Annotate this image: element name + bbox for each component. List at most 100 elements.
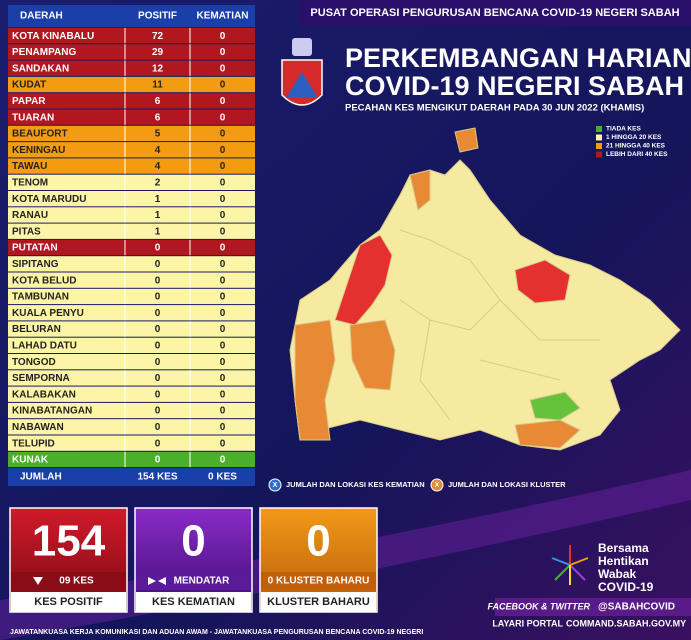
table-cell: SANDAKAN (12, 63, 69, 74)
stat-change-bg (136, 572, 251, 590)
table-cell: BEAUFORT (12, 129, 68, 140)
table-cell: 11 (152, 80, 163, 91)
table-cell: 1 (155, 194, 161, 205)
table-cell: 6 (155, 96, 161, 107)
table-cell: 0 (155, 340, 161, 351)
row-bg (8, 451, 255, 468)
row-bg (8, 256, 255, 272)
row-bg (8, 158, 255, 174)
table-cell: 0 (220, 177, 226, 188)
table-header-bg (8, 5, 255, 27)
table-cell: TUARAN (12, 112, 54, 123)
table-cell: 0 (220, 324, 226, 335)
row-bg (8, 93, 255, 109)
row-bg (8, 174, 255, 190)
table-cell: 0 (220, 112, 226, 123)
row-bg (8, 272, 255, 288)
row-bg (8, 402, 255, 419)
row-bg (8, 207, 255, 223)
table-cell: PITAS (12, 226, 41, 237)
trend-down-icon (33, 577, 43, 585)
stat-change-bg (261, 572, 376, 590)
campaign-logo (551, 545, 589, 585)
legend-label: LEBIH DARI 40 KES (606, 151, 668, 158)
legend-swatch (596, 134, 602, 141)
table-cell: 0 (155, 275, 161, 286)
table-cell: 5 (155, 129, 161, 140)
stat-value: 0 (181, 517, 205, 566)
stat-change-bg (11, 572, 126, 590)
table-header: DAERAH (20, 11, 63, 22)
table-cell: 0 (220, 63, 226, 74)
table-cell: KOTA KINABALU (12, 31, 94, 42)
table-cell: KINABATANGAN (12, 406, 92, 417)
table-cell: PENAMPANG (12, 47, 76, 58)
portal: LAYARI PORTAL (492, 618, 563, 628)
table-cell: KOTA BELUD (12, 275, 76, 286)
table-cell: 1 (155, 226, 161, 237)
social: FACEBOOK & TWITTER (488, 601, 591, 611)
table-cell: 0 (220, 161, 226, 172)
title-line: PERKEMBANGAN HARIAN (345, 43, 691, 73)
district-table: DAERAH POSITIF KEMATIAN KOTA KINABALU 72 0 PEN… (8, 5, 255, 487)
portal-url: COMMAND.SABAH.GOV.MY (566, 618, 686, 628)
table-cell: 0 (220, 80, 226, 91)
table-cell: 0 (155, 308, 161, 319)
row-bg (8, 142, 255, 158)
row-bg (8, 239, 255, 256)
table-cell: PUTATAN (12, 243, 58, 254)
emblem (281, 38, 323, 106)
row-bg (8, 28, 255, 44)
table-cell: RANAU (12, 210, 48, 221)
table-cell: 0 (220, 31, 226, 42)
table-cell: TAWAU (12, 161, 47, 172)
subtitle: PECAHAN KES MENGIKUT DAERAH PADA 30 JUN … (345, 103, 644, 114)
table-cell: 0 (220, 210, 226, 221)
table-cell: PAPAR (12, 96, 46, 107)
note-icon (430, 478, 444, 492)
stat-change: MENDATAR (174, 576, 231, 587)
table-cell: 0 (220, 292, 226, 303)
table-cell: 0 (220, 275, 226, 286)
campaign-line: Bersama (598, 541, 649, 555)
table-cell: KUNAK (12, 455, 49, 466)
stat-value: 0 (306, 517, 330, 566)
table-cell: 0 (155, 438, 161, 449)
table-cell: 2 (155, 177, 161, 188)
table-cell: 0 (220, 259, 226, 270)
table-cell: 6 (155, 112, 161, 123)
table-cell: 0 (155, 373, 161, 384)
campaign-line: COVID-19 (598, 580, 654, 594)
table-cell: TONGOD (12, 357, 56, 368)
row-bg (8, 44, 255, 60)
table-cell: 0 (220, 389, 226, 400)
legend-label: 21 HINGGA 40 KES (606, 143, 666, 150)
row-bg (8, 60, 255, 76)
stat-label-bg (11, 592, 126, 612)
title-line: COVID-19 NEGERI SABAH (345, 71, 684, 101)
table-cell: 0 (155, 422, 161, 433)
stat-label-bg (136, 592, 251, 612)
note-icon-label: X (435, 482, 440, 489)
legend-label: 1 HINGGA 20 KES (606, 134, 662, 141)
row-bg (8, 76, 255, 93)
row-bg (8, 386, 255, 402)
row-bg (8, 125, 255, 142)
table-cell: 0 (155, 389, 161, 400)
table-cell: 0 (220, 47, 226, 58)
campaign-line: Hentikan (598, 554, 649, 568)
banner-bg (300, 0, 691, 26)
total-cell: 154 KES (137, 472, 177, 483)
table-cell: 0 (155, 357, 161, 368)
map-notes: X JUMLAH DAN LOKASI KES KEMATIAN X JUMLAH D… (268, 478, 566, 492)
table-cell: SEMPORNA (12, 373, 70, 384)
table-cell: TELUPID (12, 438, 55, 449)
row-bg (8, 370, 255, 386)
table-cell: 1 (155, 210, 161, 221)
table-cell: 0 (155, 455, 161, 466)
stat-value: 154 (32, 517, 106, 566)
table-cell: BELURAN (12, 324, 61, 335)
table-cell: 0 (220, 308, 226, 319)
legend-label: TIADA KES (606, 126, 641, 133)
